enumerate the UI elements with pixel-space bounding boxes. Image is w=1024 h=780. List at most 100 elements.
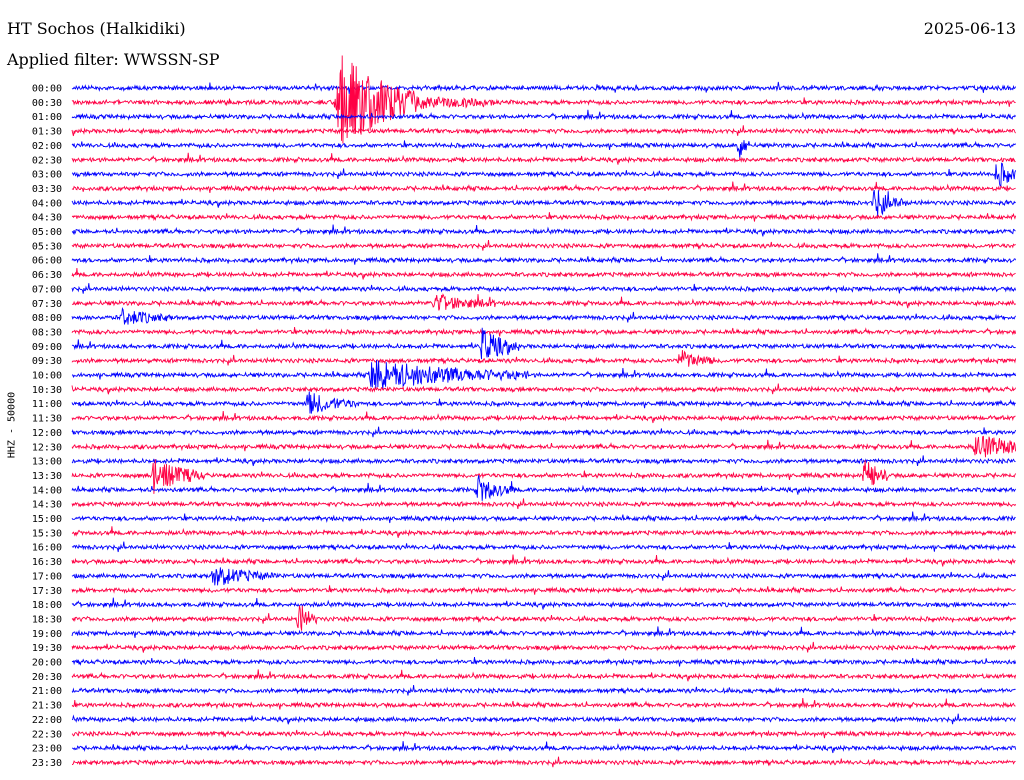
time-tick-label: 01:00	[32, 112, 62, 123]
trace-row-0100	[71, 109, 1016, 121]
time-tick-label: 08:00	[32, 313, 62, 324]
trace-row-0400	[71, 189, 1016, 217]
trace-row-0130	[71, 125, 1016, 137]
trace-row-2030	[71, 669, 1017, 682]
time-tick-label: 03:00	[32, 170, 62, 181]
time-tick-label: 09:30	[32, 356, 62, 367]
time-tick-label: 06:00	[32, 256, 62, 267]
time-tick-label: 22:30	[32, 729, 62, 740]
time-tick-label: 11:30	[32, 414, 62, 425]
time-tick-label: 21:00	[32, 686, 62, 697]
time-tick-label: 14:30	[32, 500, 62, 511]
time-tick-label: 10:30	[32, 385, 62, 396]
station-title: HT Sochos (Halkidiki)	[7, 19, 186, 38]
trace-row-1700	[71, 567, 1017, 586]
trace-row-0500	[71, 224, 1016, 237]
time-tick-label: 00:30	[32, 98, 62, 109]
time-tick-label: 13:00	[32, 457, 62, 468]
time-tick-label: 18:00	[32, 600, 62, 611]
trace-row-2200	[71, 713, 1016, 725]
trace-row-0430	[71, 212, 1017, 222]
trace-row-0330	[71, 181, 1016, 193]
time-tick-label: 16:30	[32, 557, 62, 568]
trace-row-1400	[71, 475, 1016, 501]
trace-row-1900	[71, 626, 1016, 638]
time-tick-label: 18:30	[32, 614, 62, 625]
time-tick-label: 19:30	[32, 643, 62, 654]
trace-row-1500	[71, 511, 1016, 524]
time-tick-label: 15:00	[32, 514, 62, 525]
time-tick-label: 12:00	[32, 428, 62, 439]
time-tick-label: 12:30	[32, 442, 62, 453]
time-tick-label: 10:00	[32, 371, 62, 382]
date-label: 2025-06-13	[923, 19, 1016, 38]
trace-row-2100	[71, 684, 1016, 696]
time-tick-label: 08:30	[32, 327, 62, 338]
trace-row-0230	[71, 152, 1016, 165]
trace-row-0530	[71, 240, 1016, 251]
time-tick-label: 11:00	[32, 399, 62, 410]
trace-row-1630	[71, 554, 1016, 567]
trace-row-0730	[71, 293, 1016, 311]
trace-row-0800	[71, 307, 1016, 325]
trace-row-2000	[71, 656, 1017, 667]
trace-row-1800	[71, 597, 1016, 610]
trace-row-1330	[71, 459, 1017, 494]
trace-row-2330	[72, 756, 1016, 768]
trace-row-2230	[71, 728, 1016, 739]
time-tick-label: 02:00	[32, 141, 62, 152]
time-tick-label: 01:30	[32, 127, 62, 138]
trace-row-1200	[71, 426, 1017, 438]
time-tick-label: 21:30	[32, 701, 62, 712]
time-tick-label: 23:00	[32, 744, 62, 755]
filter-label: Applied filter: WWSSN-SP	[7, 50, 220, 69]
time-tick-label: 03:30	[32, 184, 62, 195]
time-tick-labels: 00:00 00:30 01:00 01:30 02:00 02:30 03:00 03:30…	[32, 84, 62, 769]
time-tick-label: 17:00	[32, 571, 62, 582]
time-tick-label: 05:30	[32, 241, 62, 252]
time-tick-label: 00:00	[32, 84, 62, 95]
time-tick-label: 09:00	[32, 342, 62, 353]
trace-row-0000	[71, 81, 1017, 94]
trace-row-1830	[71, 605, 1016, 631]
trace-row-0030	[71, 55, 1016, 144]
trace-row-0830	[71, 326, 1017, 337]
trace-row-1430	[71, 498, 1016, 509]
trace-row-0600	[71, 253, 1017, 265]
time-tick-label: 04:00	[32, 198, 62, 209]
trace-row-1530	[71, 526, 1017, 538]
trace-row-0900	[71, 327, 1016, 360]
trace-row-1000	[71, 360, 1017, 390]
trace-row-1600	[71, 541, 1016, 553]
time-tick-label: 07:00	[32, 284, 62, 295]
trace-row-0200	[71, 140, 1016, 159]
time-tick-label: 16:00	[32, 543, 62, 554]
time-tick-label: 06:30	[32, 270, 62, 281]
time-tick-label: 23:30	[32, 758, 62, 769]
time-tick-label: 07:30	[32, 299, 62, 310]
trace-row-1230	[71, 435, 1017, 458]
trace-row-0700	[71, 283, 1017, 294]
trace-row-2130	[71, 698, 1016, 710]
trace-row-1730	[71, 585, 1016, 595]
time-tick-label: 17:30	[32, 586, 62, 597]
time-tick-label: 15:30	[32, 528, 62, 539]
trace-row-1930	[71, 641, 1016, 653]
trace-row-0300	[71, 162, 1017, 187]
time-tick-label: 13:30	[32, 471, 62, 482]
time-tick-label: 05:00	[32, 227, 62, 238]
seismic-traces	[71, 55, 1017, 768]
time-tick-label: 20:00	[32, 658, 62, 669]
trace-row-1130	[71, 411, 1016, 424]
trace-row-0630	[71, 267, 1016, 280]
trace-row-1300	[71, 455, 1016, 467]
time-tick-label: 02:30	[32, 155, 62, 166]
time-tick-label: 14:00	[32, 485, 62, 496]
trace-row-1030	[71, 383, 1017, 395]
time-tick-label: 04:30	[32, 213, 62, 224]
time-tick-label: 19:00	[32, 629, 62, 640]
trace-row-1100	[71, 391, 1016, 414]
time-tick-label: 22:00	[32, 715, 62, 726]
trace-row-0930	[71, 350, 1017, 367]
